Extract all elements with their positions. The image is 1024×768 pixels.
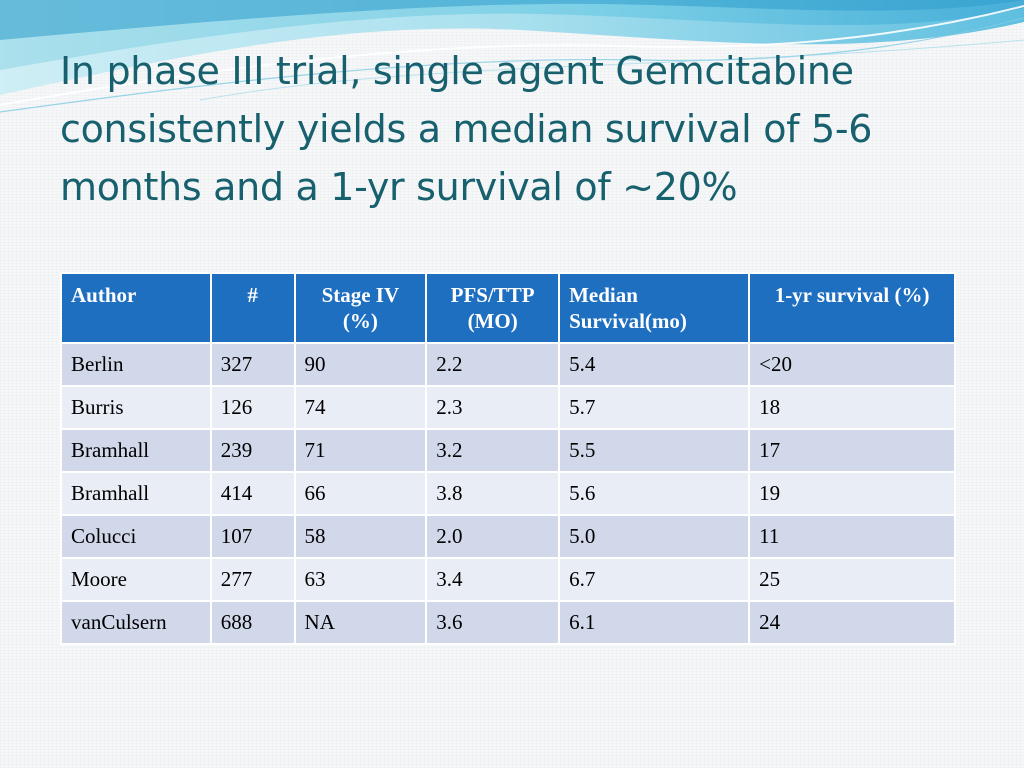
gemcitabine-trials-table: Author # Stage IV (%) PFS/TTP (MO) Media…: [60, 272, 956, 645]
cell-one-year-survival: 11: [748, 514, 956, 559]
cell-author: Bramhall: [60, 471, 212, 516]
cell-median-survival: 6.7: [558, 557, 751, 602]
cell-count: 126: [209, 385, 296, 430]
decorative-wave-banner: [0, 0, 1024, 113]
cell-one-year-survival: 18: [748, 385, 956, 430]
table-row: vanCulsern 688 NA 3.6 6.1 24: [60, 600, 956, 645]
cell-count: 277: [209, 557, 296, 602]
cell-stage-iv: 74: [293, 385, 428, 430]
cell-author: vanCulsern: [60, 600, 212, 645]
header-median-survival: Median Survival(mo): [558, 272, 751, 344]
cell-count: 107: [209, 514, 296, 559]
cell-pfs-ttp: 3.8: [425, 471, 561, 516]
cell-pfs-ttp: 2.0: [425, 514, 561, 559]
cell-stage-iv: 90: [293, 342, 428, 387]
header-stage-iv: Stage IV (%): [293, 272, 428, 344]
cell-pfs-ttp: 3.6: [425, 600, 561, 645]
header-pfs-ttp: PFS/TTP (MO): [425, 272, 561, 344]
cell-median-survival: 5.7: [558, 385, 751, 430]
cell-stage-iv: NA: [293, 600, 428, 645]
table-row: Burris 126 74 2.3 5.7 18: [60, 385, 956, 430]
header-count: #: [209, 272, 296, 344]
cell-median-survival: 5.4: [558, 342, 751, 387]
cell-author: Moore: [60, 557, 212, 602]
cell-median-survival: 5.6: [558, 471, 751, 516]
cell-one-year-survival: <20: [748, 342, 956, 387]
cell-count: 688: [209, 600, 296, 645]
cell-one-year-survival: 19: [748, 471, 956, 516]
cell-author: Colucci: [60, 514, 212, 559]
cell-one-year-survival: 25: [748, 557, 956, 602]
cell-author: Burris: [60, 385, 212, 430]
cell-stage-iv: 63: [293, 557, 428, 602]
cell-median-survival: 6.1: [558, 600, 751, 645]
cell-stage-iv: 71: [293, 428, 428, 473]
cell-median-survival: 5.5: [558, 428, 751, 473]
cell-count: 239: [209, 428, 296, 473]
header-one-year-survival: 1-yr survival (%): [748, 272, 956, 344]
cell-one-year-survival: 24: [748, 600, 956, 645]
table-header-row: Author # Stage IV (%) PFS/TTP (MO) Media…: [60, 272, 956, 344]
cell-one-year-survival: 17: [748, 428, 956, 473]
table-row: Colucci 107 58 2.0 5.0 11: [60, 514, 956, 559]
header-author: Author: [60, 272, 212, 344]
table-row: Moore 277 63 3.4 6.7 25: [60, 557, 956, 602]
table-body: Berlin 327 90 2.2 5.4 <20 Burris 126 74 …: [60, 342, 956, 645]
cell-author: Berlin: [60, 342, 212, 387]
cell-count: 414: [209, 471, 296, 516]
cell-stage-iv: 66: [293, 471, 428, 516]
table-row: Bramhall 414 66 3.8 5.6 19: [60, 471, 956, 516]
cell-pfs-ttp: 3.4: [425, 557, 561, 602]
table-header: Author # Stage IV (%) PFS/TTP (MO) Media…: [60, 272, 956, 344]
cell-count: 327: [209, 342, 296, 387]
cell-pfs-ttp: 2.2: [425, 342, 561, 387]
cell-author: Bramhall: [60, 428, 212, 473]
cell-median-survival: 5.0: [558, 514, 751, 559]
cell-pfs-ttp: 3.2: [425, 428, 561, 473]
cell-stage-iv: 58: [293, 514, 428, 559]
table-row: Berlin 327 90 2.2 5.4 <20: [60, 342, 956, 387]
table-row: Bramhall 239 71 3.2 5.5 17: [60, 428, 956, 473]
slide-title: In phase III trial, single agent Gemcita…: [60, 49, 873, 209]
cell-pfs-ttp: 2.3: [425, 385, 561, 430]
